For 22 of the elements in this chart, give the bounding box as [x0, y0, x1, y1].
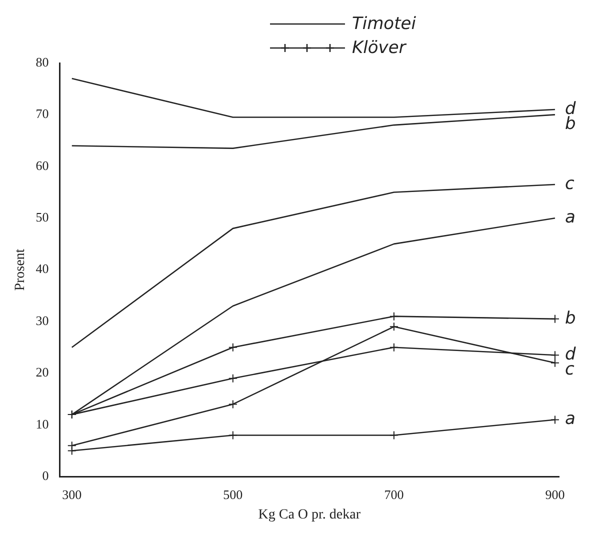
series-label: a	[564, 409, 576, 430]
y-axis-title: Prosent	[13, 248, 28, 291]
x-tick-label: 300	[62, 486, 82, 502]
series-label: b	[564, 308, 576, 328]
y-tick-label: 20	[36, 364, 49, 380]
x-tick-label: 700	[384, 486, 404, 502]
x-axis-title: Kg Ca O pr. dekar	[258, 507, 361, 522]
y-tick-label: 80	[36, 54, 49, 70]
series-label: a	[564, 208, 576, 228]
series-label: c	[564, 174, 575, 194]
series-label: b	[564, 114, 576, 134]
y-tick-label: 30	[36, 312, 49, 328]
y-tick-label: 70	[36, 106, 49, 122]
text: Timotei	[352, 14, 416, 34]
y-tick-label: 0	[42, 468, 49, 484]
text: Klöver	[352, 38, 406, 58]
y-tick-label: 50	[36, 210, 49, 225]
x-tick-label: 900	[545, 486, 565, 502]
x-tick-label: 500	[223, 486, 243, 502]
y-tick-label: 40	[36, 261, 49, 276]
y-tick-label: 60	[36, 158, 49, 173]
y-tick-label: 10	[36, 416, 49, 432]
